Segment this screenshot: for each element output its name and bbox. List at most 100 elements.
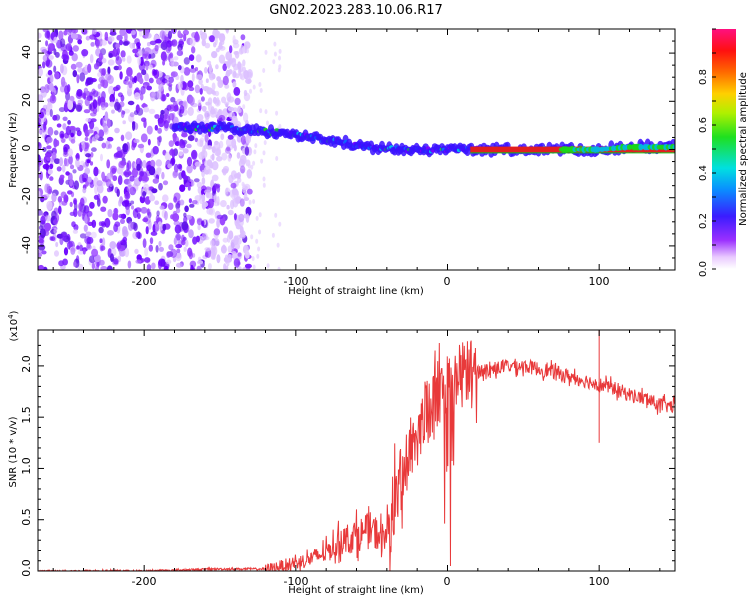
noise-blob	[262, 176, 266, 182]
noise-blob	[151, 262, 156, 270]
noise-blob	[245, 134, 251, 144]
noise-blob	[148, 64, 153, 70]
noise-blob	[155, 223, 160, 232]
noise-blob	[185, 214, 192, 220]
colorbar-tick-label: 0.8	[698, 69, 709, 85]
noise-blob	[123, 108, 130, 114]
noise-blob	[233, 86, 241, 96]
noise-blob	[45, 59, 53, 68]
noise-blob	[101, 237, 106, 247]
noise-blob	[216, 76, 222, 82]
noise-blob	[170, 248, 177, 258]
noise-blob	[187, 135, 195, 142]
noise-blob	[278, 64, 282, 70]
noise-blob	[176, 248, 181, 254]
noise-blob	[190, 264, 194, 270]
noise-blob	[251, 256, 255, 262]
noise-blob	[186, 143, 192, 149]
noise-blob	[133, 138, 140, 144]
noise-blob	[174, 104, 179, 111]
noise-blob	[264, 49, 268, 55]
noise-blob	[132, 48, 139, 54]
noise-blob	[133, 110, 139, 116]
noise-blob	[225, 257, 233, 263]
noise-blob	[120, 239, 127, 246]
noise-blob	[183, 57, 190, 65]
noise-blob	[54, 158, 61, 165]
colorbar-tick-label: 0.6	[698, 117, 709, 133]
noise-blob	[258, 229, 262, 235]
noise-blob	[65, 43, 72, 51]
noise-blob	[271, 232, 275, 238]
noise-blob	[64, 158, 70, 167]
noise-blob	[75, 61, 83, 68]
noise-blob	[71, 53, 78, 62]
noise-blob	[138, 30, 143, 37]
noise-blob	[87, 176, 92, 183]
noise-blob	[70, 138, 76, 144]
noise-blob	[175, 207, 181, 214]
noise-blob	[209, 35, 215, 43]
noise-blob	[116, 167, 124, 175]
noise-blob	[248, 199, 252, 205]
noise-blob	[197, 260, 204, 265]
top-xtick-label: -100	[284, 275, 309, 288]
noise-blob	[68, 125, 76, 131]
noise-blob	[94, 134, 100, 140]
noise-blob	[72, 229, 78, 234]
ridge-blob	[672, 144, 675, 150]
noise-blob	[158, 240, 162, 247]
noise-blob	[95, 38, 100, 49]
noise-blob	[217, 45, 224, 50]
noise-blob	[218, 114, 226, 122]
noise-blob	[222, 75, 229, 86]
noise-blob	[148, 52, 156, 59]
noise-blob	[220, 200, 227, 208]
noise-blob	[243, 112, 249, 123]
noise-blob	[229, 189, 234, 198]
noise-blob	[175, 244, 183, 249]
noise-blob	[171, 29, 177, 35]
noise-blob	[246, 48, 250, 54]
noise-blob	[114, 127, 120, 134]
noise-blob	[134, 38, 141, 45]
noise-blob	[58, 107, 66, 113]
noise-blob	[197, 186, 202, 194]
noise-blob	[243, 92, 251, 102]
noise-blob	[212, 90, 217, 96]
noise-blob	[146, 208, 150, 216]
noise-blob	[68, 155, 73, 165]
noise-blob	[56, 166, 62, 172]
noise-blob	[124, 247, 130, 258]
noise-blob	[101, 171, 105, 180]
noise-blob	[126, 67, 133, 77]
noise-blob	[167, 202, 174, 210]
noise-blob	[117, 175, 123, 186]
noise-blob	[173, 56, 179, 61]
noise-blob	[221, 96, 227, 104]
noise-blob	[130, 200, 135, 205]
noise-blob	[79, 244, 83, 252]
noise-blob	[81, 49, 89, 57]
noise-blob	[252, 84, 256, 90]
noise-blob	[195, 74, 203, 80]
noise-blob	[73, 199, 77, 205]
noise-blob	[258, 212, 262, 218]
noise-blob	[206, 87, 213, 95]
noise-blob	[72, 45, 80, 52]
noise-blob	[201, 194, 206, 203]
noise-blob	[143, 106, 150, 113]
noise-blob	[221, 152, 228, 161]
noise-blob	[48, 82, 54, 92]
noise-blob	[69, 178, 74, 187]
noise-blob	[237, 252, 242, 257]
noise-blob	[258, 82, 262, 87]
noise-blob	[278, 123, 282, 129]
noise-blob	[137, 143, 145, 149]
noise-blob	[115, 42, 121, 49]
noise-blob	[49, 163, 54, 170]
noise-blob	[79, 233, 87, 239]
noise-blob	[101, 68, 107, 76]
noise-blob	[274, 212, 278, 218]
noise-blob	[139, 195, 146, 204]
